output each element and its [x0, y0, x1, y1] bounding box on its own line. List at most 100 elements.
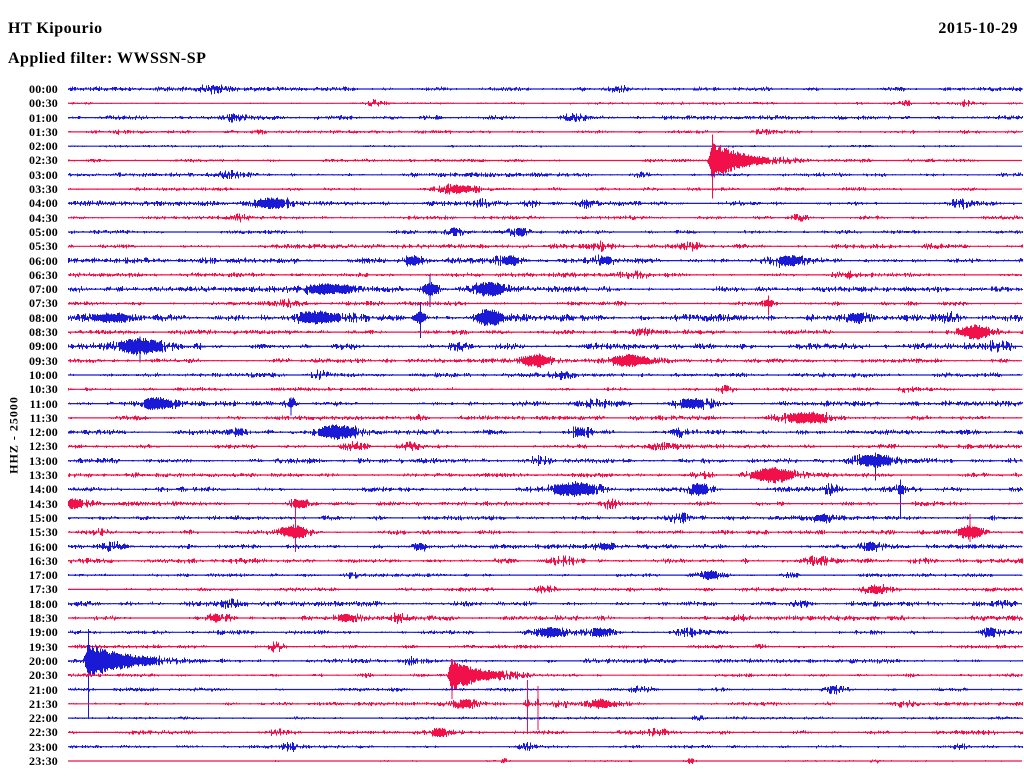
trace-row-0500 [68, 227, 1023, 237]
row-time-label: 23:30 [29, 754, 58, 768]
row-time-label: 04:30 [29, 210, 58, 225]
row-time-label: 06:30 [29, 267, 58, 282]
trace-row-0800 [68, 301, 1023, 338]
row-time-label: 21:30 [29, 696, 58, 711]
row-time-label: 12:30 [29, 439, 58, 454]
trace-row-0830 [68, 324, 1023, 340]
trace-row-1330 [68, 466, 1023, 484]
row-time-label: 11:30 [29, 410, 58, 425]
row-time-label: 17:30 [29, 582, 58, 597]
trace-row-1030 [68, 384, 1023, 394]
trace-row-0230 [68, 134, 1022, 199]
row-time-label: 10:00 [29, 367, 58, 382]
row-time-label: 14:30 [29, 496, 58, 511]
row-time-label: 00:30 [29, 96, 58, 111]
date-label: 2015-10-29 [938, 20, 1018, 37]
trace-row-0100 [68, 113, 1023, 123]
trace-row-0930 [68, 353, 1022, 368]
row-time-label: 20:00 [29, 653, 58, 668]
trace-row-1630 [68, 555, 1023, 567]
trace-row-1230 [68, 441, 1022, 451]
trace-row-1800 [68, 598, 1022, 609]
row-time-label: 16:30 [29, 553, 58, 568]
trace-row-1530 [68, 502, 1023, 553]
trace-row-0200 [68, 144, 1017, 148]
row-time-label: 02:30 [29, 153, 58, 168]
row-time-label: 09:30 [29, 353, 58, 368]
row-time-label: 11:00 [29, 396, 58, 411]
trace-row-1000 [68, 369, 1023, 381]
row-time-label: 01:30 [29, 124, 58, 139]
trace-row-2130 [68, 679, 1023, 734]
trace-row-0600 [68, 254, 1023, 268]
row-time-label: 21:00 [29, 682, 58, 697]
trace-row-0730 [68, 295, 1022, 316]
trace-row-2000 [68, 628, 1023, 719]
trace-row-1300 [68, 452, 1023, 481]
row-time-label: 22:00 [29, 711, 58, 726]
trace-row-1130 [68, 411, 1023, 424]
trace-row-1200 [68, 424, 1023, 440]
y-axis-channel-scale-label: HHZ - 25000 [6, 396, 21, 474]
trace-row-0030 [68, 99, 1023, 107]
row-time-label: 08:30 [29, 325, 58, 340]
row-time-label: 16:00 [29, 539, 58, 554]
trace-row-0700 [68, 275, 1023, 308]
trace-row-1900 [68, 626, 1022, 638]
trace-row-0300 [68, 170, 1023, 180]
trace-row-2330 [68, 758, 1016, 765]
row-time-label: 08:00 [29, 310, 58, 325]
trace-row-2230 [68, 727, 1023, 738]
trace-row-1700 [68, 570, 1023, 581]
trace-row-0130 [69, 129, 1023, 136]
row-time-label: 05:00 [29, 224, 58, 239]
trace-row-1930 [70, 641, 1023, 653]
row-time-label: 20:30 [29, 668, 58, 683]
row-time-label: 19:30 [29, 639, 58, 654]
trace-row-0330 [68, 183, 1015, 195]
trace-row-2200 [68, 715, 1023, 721]
trace-row-1730 [68, 584, 1023, 595]
row-time-label: 05:30 [29, 239, 58, 254]
row-time-label: 15:00 [29, 510, 58, 525]
row-time-label: 14:00 [29, 482, 58, 497]
row-time-label: 12:00 [29, 425, 58, 440]
trace-row-1400 [68, 479, 1023, 518]
applied-filter-label: Applied filter: WWSSN-SP [8, 50, 207, 67]
trace-row-1600 [68, 541, 1023, 553]
trace-row-0000 [68, 84, 1023, 95]
row-time-label: 04:00 [29, 196, 58, 211]
station-title: HT Kipourio [8, 20, 103, 37]
trace-row-0630 [69, 270, 1022, 280]
trace-row-2030 [68, 659, 1023, 700]
row-time-label: 18:30 [29, 611, 58, 626]
row-time-label: 18:00 [29, 596, 58, 611]
trace-row-1430 [68, 498, 1023, 510]
row-time-label: 13:30 [29, 468, 58, 483]
trace-row-0530 [68, 240, 1023, 252]
trace-row-1830 [68, 612, 1023, 624]
row-time-label: 23:00 [29, 739, 58, 754]
row-time-label: 00:00 [29, 82, 58, 96]
row-time-label: 09:00 [29, 339, 58, 354]
trace-row-1100 [68, 397, 1023, 416]
row-time-label: 02:00 [29, 139, 58, 154]
row-time-label: 15:30 [29, 525, 58, 540]
row-time-label: 07:00 [29, 282, 58, 297]
row-time-label: 03:00 [29, 167, 58, 182]
row-time-label: 01:00 [29, 110, 58, 125]
trace-row-0400 [68, 197, 1022, 210]
row-time-label: 22:30 [29, 725, 58, 740]
row-time-label: 06:00 [29, 253, 58, 268]
row-time-label: 13:00 [29, 453, 58, 468]
row-time-label: 10:30 [29, 382, 58, 397]
trace-row-0430 [68, 213, 1023, 223]
row-time-label: 03:30 [29, 182, 58, 197]
trace-row-0900 [68, 336, 1023, 363]
trace-row-1500 [68, 512, 1023, 524]
row-time-label: 17:00 [29, 568, 58, 583]
trace-row-2100 [68, 684, 1023, 695]
row-time-label: 19:00 [29, 625, 58, 640]
